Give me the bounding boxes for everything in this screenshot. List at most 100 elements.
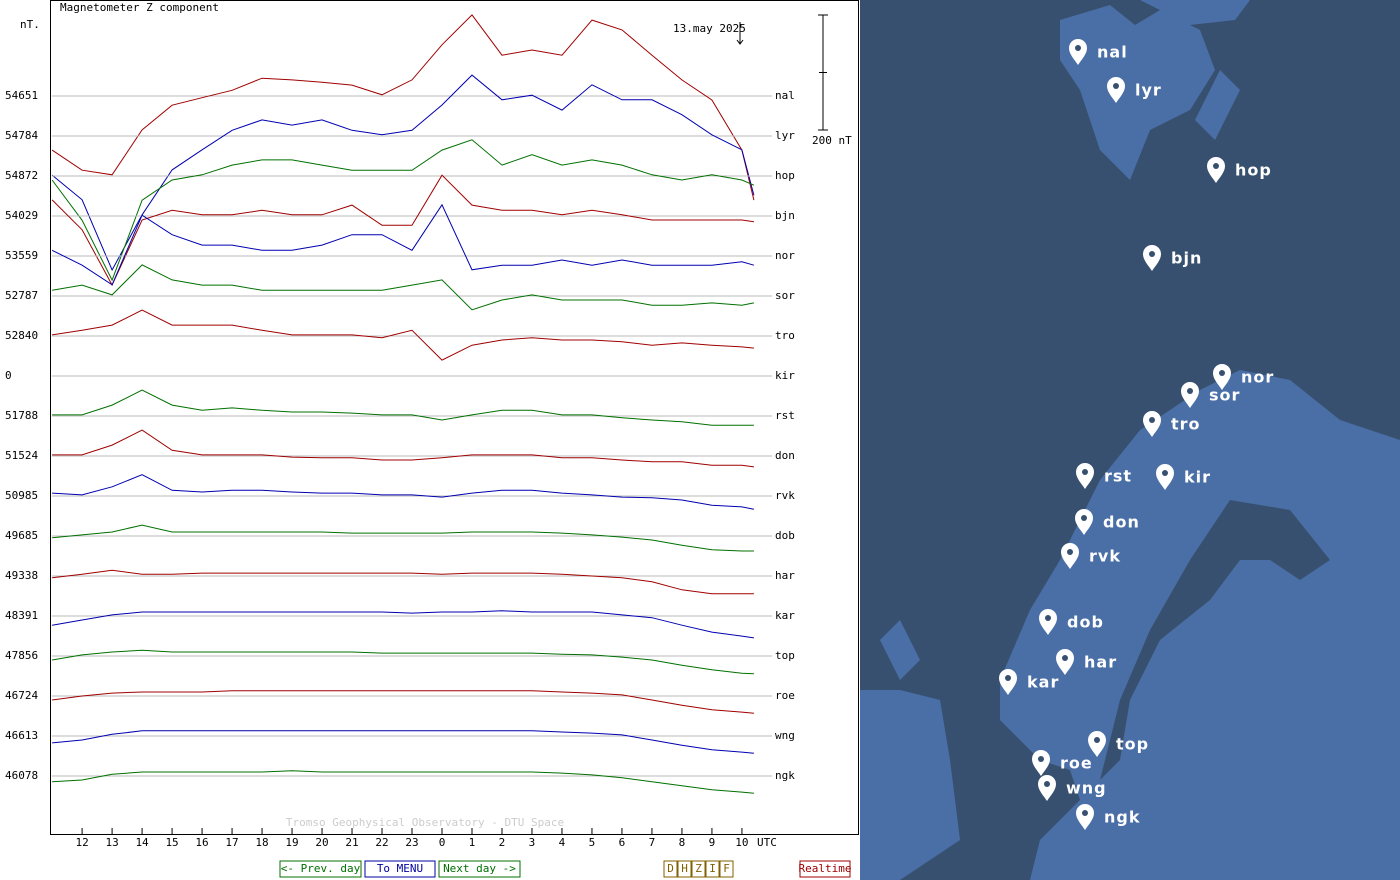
map-pin[interactable] — [1075, 509, 1093, 535]
baseline-label: 49685 — [5, 529, 38, 542]
station-label: nal — [775, 89, 795, 102]
trace — [52, 770, 754, 794]
menu-button-label[interactable]: To MENU — [377, 862, 423, 875]
map-station-label[interactable]: kir — [1184, 468, 1211, 487]
map-pin[interactable] — [1069, 39, 1087, 65]
map-pin[interactable] — [1039, 609, 1057, 635]
trace — [52, 264, 754, 311]
scale-bar — [818, 14, 828, 131]
prev-button-label[interactable]: <- Prev. day — [281, 862, 361, 875]
map-station-label[interactable]: bjn — [1171, 249, 1202, 268]
component-button[interactable] — [663, 860, 678, 878]
station-label: top — [775, 649, 795, 662]
map-pin[interactable] — [1076, 804, 1094, 830]
realtime-button[interactable] — [799, 860, 851, 878]
map-station-label[interactable]: rst — [1104, 467, 1132, 486]
station-label: don — [775, 449, 795, 462]
map-station-label[interactable]: sor — [1209, 386, 1240, 405]
map-pin[interactable] — [1207, 157, 1225, 183]
footer: Tromso Geophysical Observatory - DTU Spa… — [286, 816, 564, 829]
station-label: bjn — [775, 209, 795, 222]
trace — [52, 610, 754, 639]
x-tick-label: 12 — [75, 836, 88, 849]
component-button-label[interactable]: D — [667, 862, 674, 875]
map-station-label[interactable]: har — [1084, 653, 1117, 672]
x-tick-label: 15 — [165, 836, 178, 849]
component-button-label[interactable]: Z — [695, 862, 702, 875]
map-pin-dot — [1149, 251, 1155, 257]
map-pin-dot — [1045, 615, 1051, 621]
x-tick-label: 4 — [559, 836, 566, 849]
prev-button[interactable] — [279, 860, 362, 878]
station-label: ngk — [775, 769, 795, 782]
map-station-label[interactable]: tro — [1171, 415, 1201, 434]
map-pin[interactable] — [1076, 463, 1094, 489]
map-pin-dot — [1044, 781, 1050, 787]
map-pin-dot — [1113, 83, 1119, 89]
component-button-label[interactable]: I — [709, 862, 716, 875]
map-pin-dot — [1038, 756, 1044, 762]
component-button[interactable] — [677, 860, 692, 878]
baseline-label: 46078 — [5, 769, 38, 782]
map-station-label[interactable]: ngk — [1104, 808, 1140, 827]
map-station-label[interactable]: wng — [1066, 779, 1107, 798]
map-pin[interactable] — [1143, 245, 1161, 271]
map-station-label[interactable]: roe — [1060, 754, 1093, 773]
x-tick-label: 10 — [735, 836, 748, 849]
trace — [52, 649, 754, 675]
map-pin[interactable] — [1143, 411, 1161, 437]
map-pin[interactable] — [1156, 464, 1174, 490]
map-station-label[interactable]: nal — [1097, 43, 1128, 62]
map-pin-dot — [1082, 810, 1088, 816]
scale-label: 200 nT — [812, 134, 852, 147]
x-label: UTC — [757, 836, 777, 849]
map-station-label[interactable]: top — [1116, 735, 1149, 754]
trace — [52, 690, 754, 714]
trace — [51, 74, 755, 272]
map-station-label[interactable]: kar — [1027, 673, 1059, 692]
map-pin[interactable] — [1088, 731, 1106, 757]
x-tick-label: 0 — [439, 836, 446, 849]
next-button-label[interactable]: Next day -> — [443, 862, 516, 875]
baseline-label: 51788 — [5, 409, 38, 422]
x-tick-label: 6 — [619, 836, 626, 849]
component-button[interactable] — [719, 860, 734, 878]
date: 13.may 2025 — [673, 22, 746, 35]
map-pin[interactable] — [1032, 750, 1050, 776]
map-pin[interactable] — [1056, 649, 1074, 675]
map-station-label[interactable]: rvk — [1089, 547, 1121, 566]
map-pin-dot — [1081, 515, 1087, 521]
trace — [52, 429, 754, 468]
x-tick-label: 5 — [589, 836, 596, 849]
trace — [52, 474, 754, 510]
menu-button[interactable] — [364, 860, 436, 878]
x-tick-label: 17 — [225, 836, 238, 849]
x-tick-label: 16 — [195, 836, 208, 849]
map-station-label[interactable]: nor — [1241, 368, 1274, 387]
map-pin[interactable] — [1181, 382, 1199, 408]
next-button[interactable] — [438, 860, 521, 878]
realtime-button-label[interactable]: Realtime — [799, 862, 852, 875]
britain — [860, 620, 960, 880]
station-label: rvk — [775, 489, 795, 502]
station-label: wng — [775, 729, 795, 742]
baseline-label: 47856 — [5, 649, 38, 662]
component-button[interactable] — [691, 860, 706, 878]
baseline-label: 53559 — [5, 249, 38, 262]
map-pin[interactable] — [1107, 77, 1125, 103]
component-button[interactable] — [705, 860, 720, 878]
map-pin[interactable] — [1213, 364, 1231, 390]
map-pin[interactable] — [1038, 775, 1056, 801]
y-unit: nT. — [20, 18, 40, 31]
component-button-label[interactable]: F — [723, 862, 730, 875]
map-pin[interactable] — [999, 669, 1017, 695]
component-button-label[interactable]: H — [681, 862, 688, 875]
map-pin[interactable] — [1061, 543, 1079, 569]
map-station-label[interactable]: dob — [1067, 613, 1104, 632]
map-station-label[interactable]: hop — [1235, 161, 1272, 180]
map-station-label[interactable]: don — [1103, 513, 1140, 532]
map-station-label[interactable]: lyr — [1135, 81, 1162, 100]
